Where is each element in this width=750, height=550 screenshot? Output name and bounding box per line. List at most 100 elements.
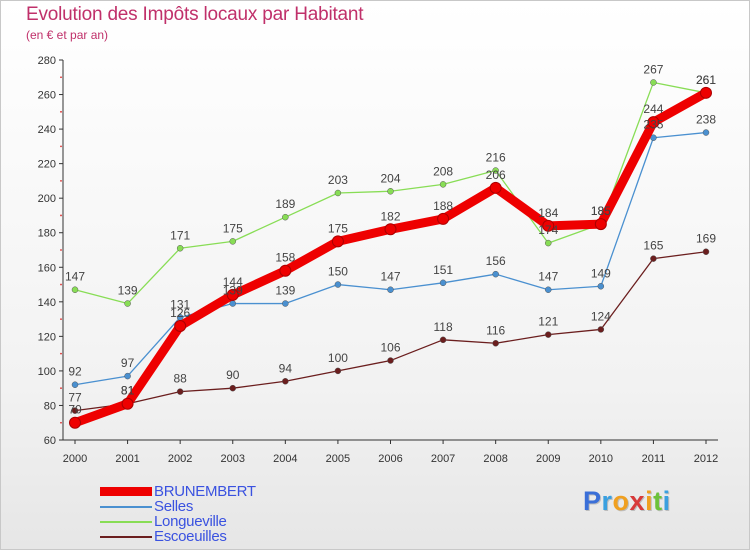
x-tick-label: 2003	[221, 453, 245, 465]
data-label: 147	[380, 270, 400, 284]
data-label: 185	[591, 204, 611, 218]
data-point	[334, 281, 342, 288]
y-minor-tick	[60, 283, 62, 286]
x-tick-label: 2012	[694, 453, 718, 465]
legend-label: Selles	[154, 498, 194, 515]
data-label: 185	[591, 204, 611, 218]
data-label: 175	[328, 221, 348, 235]
y-tick-label: 160	[38, 262, 56, 274]
data-point	[439, 181, 447, 188]
data-label: 169	[696, 232, 716, 246]
data-point	[176, 388, 184, 395]
y-tick-label: 260	[38, 90, 56, 102]
data-label: 238	[696, 113, 716, 127]
data-point	[492, 270, 499, 278]
data-label: 118	[434, 320, 453, 334]
data-label: 92	[68, 365, 82, 379]
y-minor-tick	[60, 214, 62, 217]
data-label: 97	[121, 356, 135, 370]
logo-letter: x	[629, 486, 646, 516]
data-point	[229, 238, 236, 245]
y-minor-tick	[60, 318, 62, 320]
data-point	[597, 326, 605, 333]
data-label: 147	[65, 270, 85, 284]
data-point	[650, 255, 657, 262]
data-point	[282, 300, 289, 307]
legend-label: BRUNEMBERT	[154, 483, 256, 500]
data-point	[702, 129, 710, 136]
data-point	[492, 340, 499, 347]
data-label: 184	[538, 206, 558, 220]
data-point	[545, 286, 552, 293]
logo-letter: i	[645, 486, 654, 516]
data-label: 116	[486, 323, 505, 337]
data-point	[124, 300, 131, 307]
legend-swatch	[100, 521, 152, 523]
data-label: 139	[223, 284, 243, 298]
data-point	[279, 264, 292, 277]
chart-subtitle: (en € et par an)	[26, 28, 109, 42]
y-minor-tick	[60, 249, 62, 251]
data-point	[387, 286, 394, 293]
data-label: 261	[696, 73, 716, 87]
y-tick-label: 120	[38, 331, 56, 343]
data-point	[439, 336, 447, 344]
logo-letter: t	[653, 486, 663, 516]
x-tick-label: 2001	[115, 453, 139, 465]
data-point	[176, 245, 184, 252]
data-point	[492, 167, 499, 174]
data-point	[384, 223, 397, 236]
data-point	[334, 367, 342, 375]
data-label: 244	[643, 102, 663, 116]
logo-letter: o	[612, 486, 630, 516]
data-label: 158	[275, 251, 295, 265]
data-label: 216	[486, 151, 506, 165]
data-label: 139	[275, 284, 295, 298]
legend-label: Longueville	[154, 513, 227, 530]
data-point	[71, 286, 79, 293]
data-label: 77	[68, 391, 82, 405]
data-label: 121	[538, 315, 558, 329]
y-minor-tick	[60, 352, 62, 355]
data-point	[702, 248, 710, 255]
data-point	[597, 283, 605, 290]
data-point	[124, 372, 131, 380]
x-tick-label: 2002	[168, 453, 192, 465]
data-point	[489, 181, 502, 194]
data-label: 261	[696, 73, 716, 87]
legend-swatch	[100, 506, 152, 508]
data-label: 70	[68, 403, 82, 417]
data-label: 208	[433, 164, 453, 178]
logo-letter: r	[601, 486, 613, 516]
data-label: 126	[170, 306, 190, 320]
y-minor-tick	[60, 421, 62, 424]
data-point	[387, 188, 394, 195]
legend-swatch	[100, 487, 152, 496]
data-point	[650, 79, 657, 86]
y-tick-label: 100	[38, 366, 56, 378]
data-label: 144	[223, 275, 243, 289]
data-point	[387, 357, 394, 364]
data-point	[282, 213, 289, 221]
x-tick-label: 2009	[536, 453, 560, 465]
data-point	[174, 320, 187, 332]
x-tick-label: 2004	[273, 453, 297, 465]
data-label: 174	[538, 223, 558, 237]
y-tick-label: 60	[44, 435, 56, 447]
x-tick-label: 2010	[589, 453, 613, 465]
data-label: 81	[121, 384, 135, 398]
data-point	[226, 288, 239, 301]
data-point	[647, 116, 660, 129]
data-point	[545, 239, 552, 247]
y-minor-tick	[60, 387, 62, 390]
data-point	[229, 300, 236, 307]
legend-swatch	[100, 536, 152, 538]
data-point	[282, 378, 289, 385]
data-label: 139	[118, 284, 138, 298]
data-point	[542, 219, 555, 232]
data-point	[439, 279, 447, 287]
x-tick-label: 2011	[642, 453, 666, 465]
y-tick-label: 80	[44, 400, 56, 412]
